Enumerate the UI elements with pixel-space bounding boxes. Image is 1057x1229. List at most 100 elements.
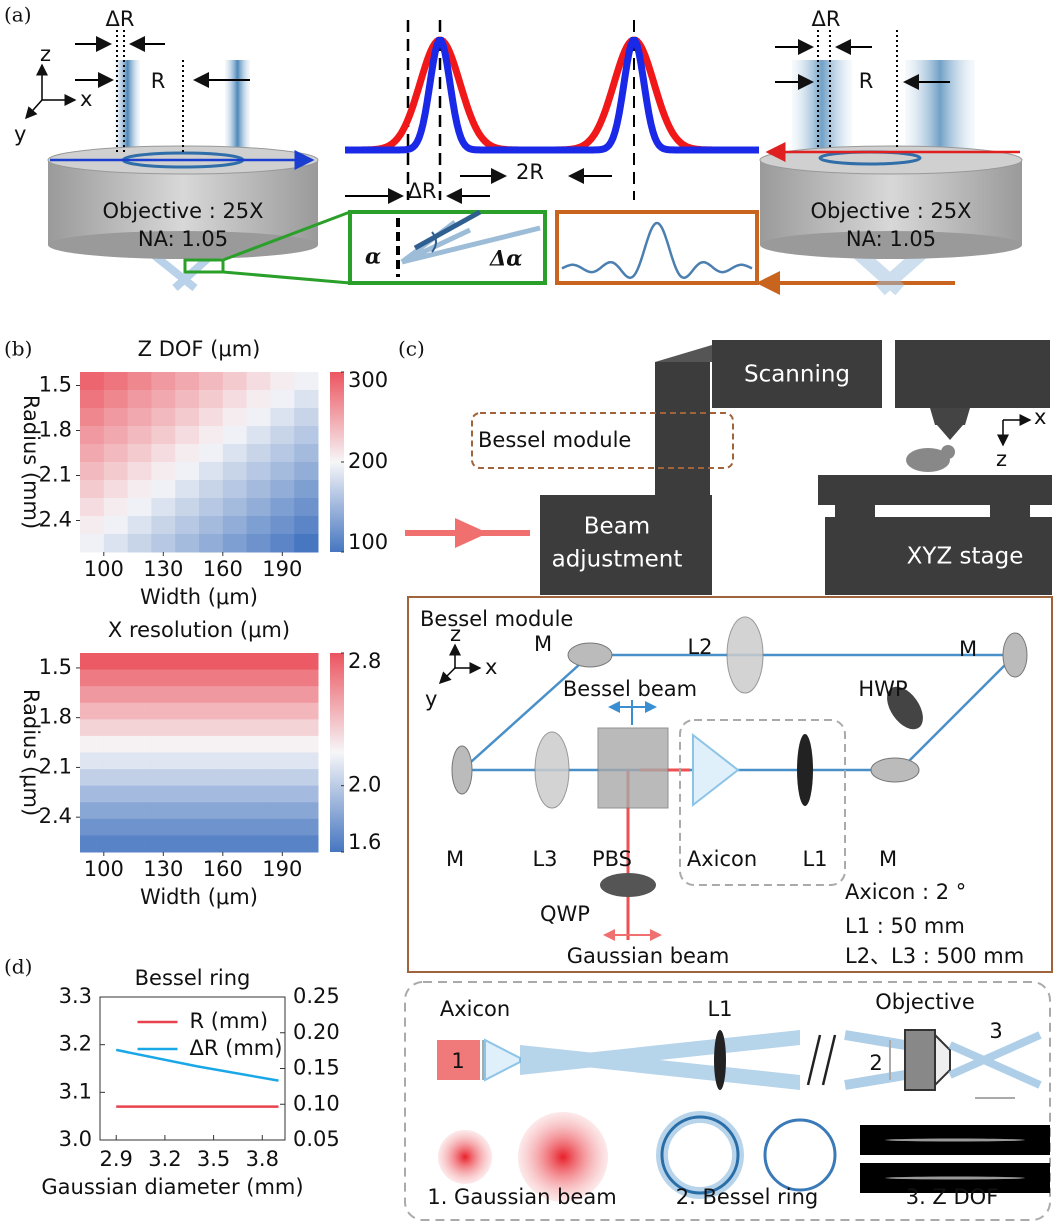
panel-label: (d) [4,955,32,979]
axis-y: y [425,687,437,711]
heatmap-cell [294,753,318,770]
heatmap-cell [104,819,128,836]
heatmap-cell [199,462,223,481]
heatmap-cell [199,390,223,409]
heatmap-cell [104,390,128,409]
heatmap-cell [128,835,152,852]
heatmap-cell [199,498,223,517]
heatmap-cell [128,480,152,499]
heatmap-cell [247,480,271,499]
heatmap-cell [175,444,199,463]
heatmap-cell [175,802,199,819]
y-tick-label: 2.1 [39,754,72,778]
heatmap-cell [223,686,247,703]
y-tick-label: 3.1 [59,1079,92,1103]
na-label: NA: 1.05 [138,227,228,251]
scanning-label: Scanning [744,362,850,388]
legend-label: ΔR (mm) [190,1036,283,1060]
heatmap-cell [175,534,199,553]
x-tick-label: 100 [84,857,124,881]
heatmap-cell [294,498,318,517]
heatmap-cell [223,534,247,553]
chart-title: Z DOF (μm) [138,337,261,361]
heatmap-cell [104,802,128,819]
heatmap-cell [151,372,175,391]
heatmap-cell [199,686,223,703]
heatmap-cell [270,534,294,553]
y-tick-label: 2.4 [39,508,72,532]
heatmap-cell [294,426,318,445]
colorbar-tick-label: 2.8 [348,649,381,673]
heatmap-cell [128,653,152,670]
heatmap-cell [151,703,175,720]
heatmap-cell [104,719,128,736]
heatmap-cell [247,498,271,517]
heatmap-cell [80,703,104,720]
x-tick-label: 3.5 [197,1147,230,1171]
y-tick-label: 1.8 [39,418,72,442]
heatmap-cell [223,390,247,409]
heatmap-cell [104,670,128,687]
heatmap-cell [104,653,128,670]
heatmap-cell [151,835,175,852]
heatmap-cell [294,480,318,499]
heatmap-cell [175,753,199,770]
heatmap-cell [223,819,247,836]
two-r-label: 2R [516,160,544,184]
axis-z: z [450,622,461,646]
y-tick-label: 2.1 [39,463,72,487]
r-label: R [859,69,874,93]
heatmap-cell [270,670,294,687]
colorbar-tick-label: 100 [348,530,388,554]
heatmap-cell [270,802,294,819]
heatmap-cell [151,498,175,517]
delta-r-label: ΔR [408,179,437,203]
heatmap-cell [247,670,271,687]
heatmap-cell [247,786,271,803]
heatmap-cell [294,516,318,535]
heatmap-cell [223,516,247,535]
heatmap-cell [128,426,152,445]
x-axis-label: Width (μm) [140,885,258,909]
heatmap-cell [199,426,223,445]
beam-adjustment-label: adjustment [552,547,683,573]
heatmap-cell [151,534,175,553]
caption: 1. Gaussian beam [427,1185,616,1209]
heatmap-cell [151,426,175,445]
heatmap-cell [151,390,175,409]
heatmap-cell [223,719,247,736]
heatmap-cell [247,372,271,391]
heatmap-cell [247,426,271,445]
heatmap-cell [104,736,128,753]
heatmap-cell [294,719,318,736]
heatmap-cell [270,736,294,753]
heatmap-cell [128,462,152,481]
heatmap-cell [151,769,175,786]
heatmap-cell [128,736,152,753]
heatmap-cell [294,534,318,553]
x-tick-label: 160 [203,857,243,881]
heatmap-cell [294,686,318,703]
heatmap-cell [199,736,223,753]
heatmap-cell [104,462,128,481]
heatmap-cell [80,653,104,670]
heatmap-cell [199,670,223,687]
heatmap-cell [80,498,104,517]
delta-r-label: ΔR [812,7,841,31]
heatmap-cell [247,516,271,535]
heatmap-cell [270,703,294,720]
colorbar [330,653,344,852]
heatmap-cell [128,444,152,463]
x-tick-label: 130 [143,557,183,581]
heatmap-cell [223,769,247,786]
heatmap-cell [247,835,271,852]
heatmap-cell [104,703,128,720]
axis-y: y [14,122,26,146]
axis-z: z [40,42,51,66]
beam-adjustment-label: Beam [584,514,650,540]
heatmap-cell [199,786,223,803]
colorbar-tick-label: 200 [348,449,388,473]
panel-label: (a) [4,3,32,27]
hwp-label: HWP [858,677,907,701]
heatmap-cell [294,769,318,786]
